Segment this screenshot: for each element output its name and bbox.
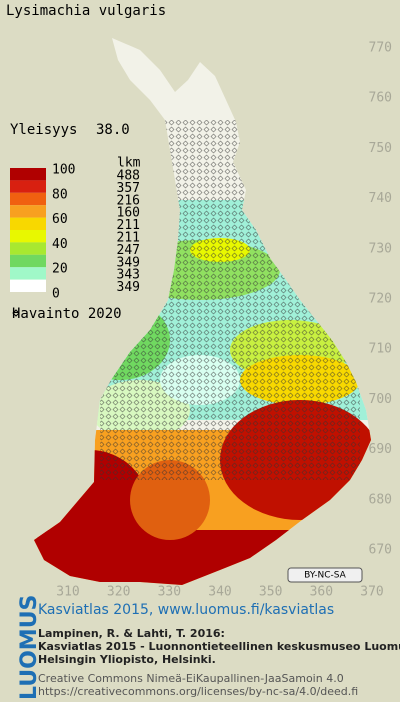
y-tick-label: 760 [369, 91, 392, 106]
legend-swatch [10, 180, 46, 193]
x-tick-label: 320 [107, 585, 130, 600]
citation-line: Lampinen, R. & Lahti, T. 2016: [38, 627, 225, 640]
frequency-label: Yleisyys [10, 122, 77, 138]
y-tick-label: 770 [369, 41, 392, 56]
y-tick-label: 730 [369, 241, 392, 256]
legend-percent: 60 [52, 212, 68, 227]
legend-count: 349 [117, 280, 140, 295]
citation-line: Kasviatlas 2015 - Luonnontieteellinen ke… [38, 640, 400, 653]
legend-percent: 0 [52, 287, 60, 302]
license-line: Creative Commons Nimeä-EiKaupallinen-Jaa… [38, 672, 344, 685]
observation-symbol [12, 309, 20, 317]
legend-swatch [10, 205, 46, 218]
count-header: lkm [117, 156, 141, 171]
x-tick-label: 370 [360, 585, 383, 600]
title: Lysimachia vulgaris [6, 3, 166, 19]
y-tick-label: 720 [369, 292, 392, 307]
legend-count: 216 [117, 193, 140, 208]
legend-count: 349 [117, 255, 140, 270]
logo: LUOMUS [17, 595, 42, 700]
legend-count: 160 [117, 206, 140, 221]
x-tick-label: 330 [158, 585, 181, 600]
license-badge [287, 567, 363, 583]
map-area [34, 38, 371, 585]
legend-count: 211 [117, 218, 140, 233]
x-tick-label: 350 [259, 585, 282, 600]
legend-count: 247 [117, 243, 140, 258]
y-tick-label: 740 [369, 191, 392, 206]
legend-count: 488 [117, 169, 140, 184]
atlas-link[interactable]: Kasviatlas 2015, www.luomus.fi/kasviatla… [38, 602, 334, 618]
legend-swatch [10, 267, 46, 280]
citation-line: Helsingin Yliopisto, Helsinki. [38, 653, 216, 666]
y-tick-label: 750 [369, 141, 392, 156]
legend-count: 357 [117, 181, 140, 196]
y-tick-label: 680 [369, 492, 392, 507]
y-tick-label: 670 [369, 543, 392, 558]
x-tick-label: 360 [310, 585, 333, 600]
x-tick-label: 310 [56, 585, 79, 600]
legend-swatch [10, 230, 46, 243]
license-badge-text: BY-NC-SA [304, 571, 347, 581]
legend-swatch [10, 279, 46, 292]
legend-swatch [10, 217, 46, 230]
legend-percent: 100 [52, 163, 75, 178]
y-tick-label: 700 [369, 392, 392, 407]
legend-percent: 40 [52, 237, 68, 252]
legend-swatch [10, 254, 46, 268]
legend-count: 343 [117, 268, 140, 283]
observation-label: Havainto 2020 [12, 306, 122, 322]
legend-percent: 80 [52, 187, 68, 202]
legend-swatch [10, 242, 46, 255]
y-tick-label: 710 [369, 342, 392, 357]
legend-swatch [10, 168, 46, 181]
legend-count: 211 [117, 231, 140, 246]
legend-swatch [10, 192, 46, 206]
y-tick-label: 690 [369, 442, 392, 457]
frequency-value: 38.0 [96, 122, 130, 138]
legend-percent: 20 [52, 262, 68, 277]
license-link[interactable]: https://creativecommons.org/licenses/by-… [38, 685, 358, 698]
x-tick-label: 340 [208, 585, 231, 600]
